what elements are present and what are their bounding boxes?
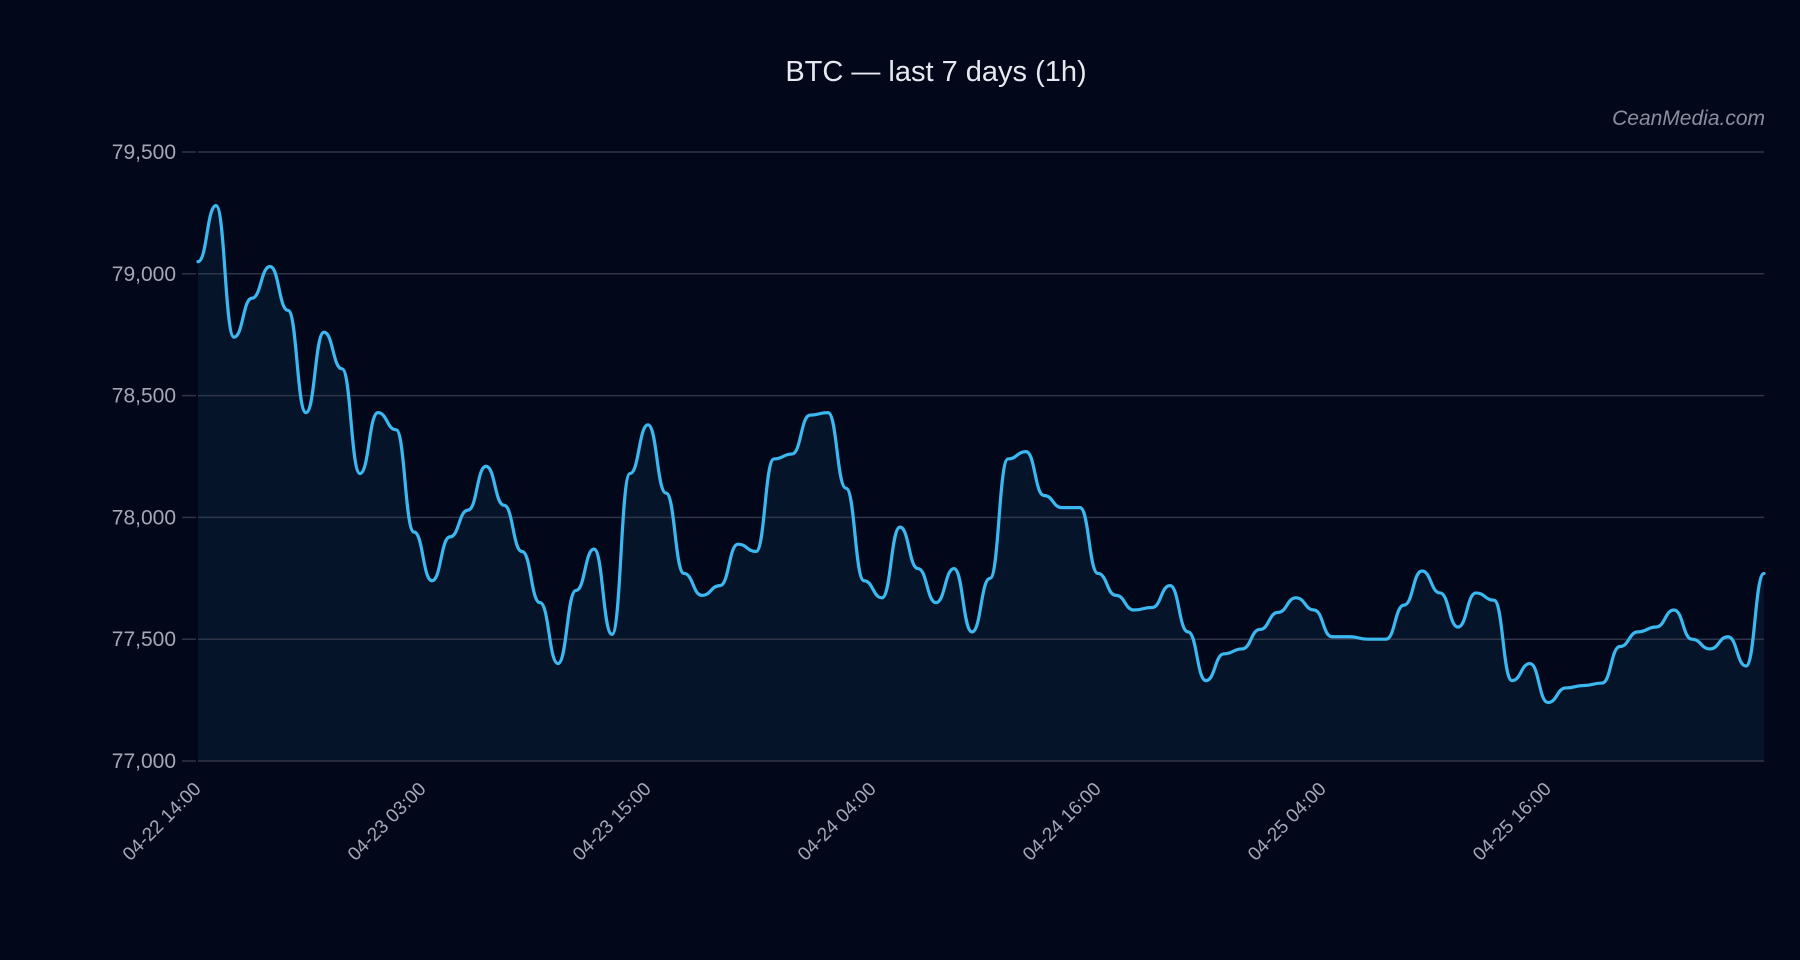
x-tick-label: 04-25 04:00: [1244, 779, 1331, 866]
y-tick-label: 78,500: [112, 385, 176, 408]
x-tick-label: 04-23 15:00: [569, 779, 656, 866]
x-tick-label: 04-23 03:00: [344, 779, 431, 866]
area-fill: [198, 205, 1764, 762]
plot-area: [198, 205, 1764, 762]
y-tick-label: 77,500: [112, 628, 176, 651]
y-tick-label: 79,000: [112, 263, 176, 286]
watermark: CeanMedia.com: [1612, 107, 1765, 130]
x-tick-label: 04-25 16:00: [1469, 779, 1556, 866]
x-tick-label: 04-22 14:00: [119, 779, 206, 866]
x-tick-label: 04-24 04:00: [794, 779, 881, 866]
y-tick-label: 77,000: [112, 750, 176, 773]
y-tick-label: 79,500: [112, 141, 176, 164]
chart-title: BTC — last 7 days (1h): [785, 56, 1087, 88]
x-tick-label: 04-24 16:00: [1019, 779, 1106, 866]
y-tick-label: 78,000: [112, 506, 176, 529]
price-series: [196, 203, 1766, 705]
x-axis: 04-22 14:00 04-23 03:00 04-23 15:00 04-24 0…: [119, 779, 1556, 866]
price-line: [196, 203, 1766, 705]
y-axis: 77,000 77,500 78,000 78,500 79,000 79,500: [112, 141, 196, 773]
